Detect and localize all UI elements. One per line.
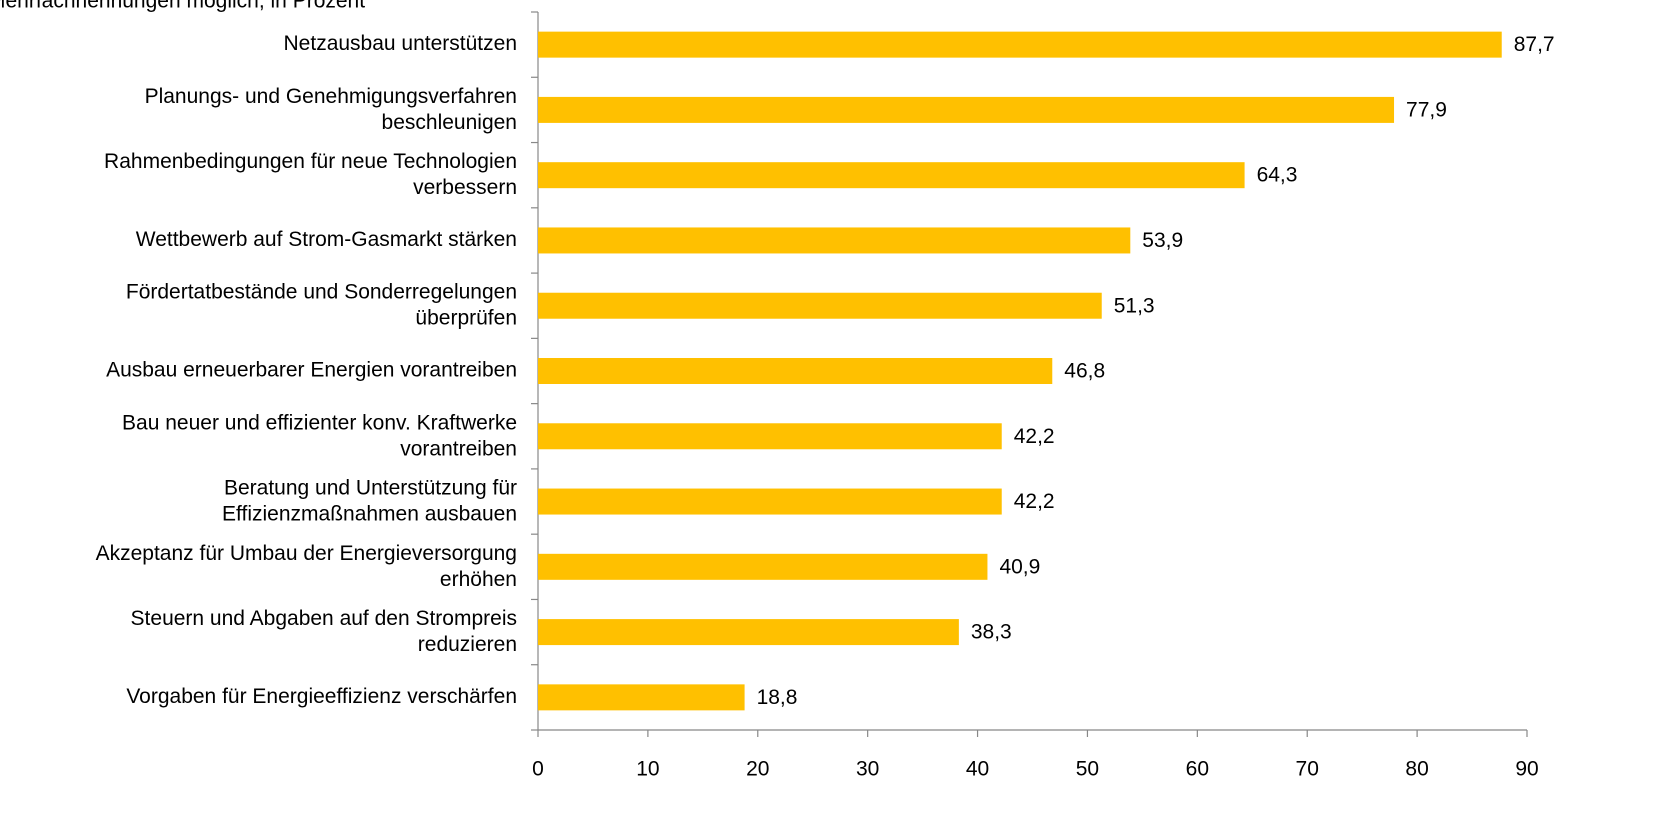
bar xyxy=(538,292,1102,319)
chart-subtitle: Mehrfachnennungen möglich, in Prozent xyxy=(0,0,365,13)
y-tick-label: Vorgaben für Energieeffizienz verschärfe… xyxy=(126,685,517,708)
value-label: 77,9 xyxy=(1406,98,1447,121)
y-tick-label: Fördertatbestände und Sonderregelungen üb… xyxy=(126,280,517,329)
value-label: 38,3 xyxy=(971,621,1012,644)
value-label: 51,3 xyxy=(1114,294,1155,317)
y-tick-label: Ausbau erneuerbarer Energien vorantreibe… xyxy=(106,359,517,382)
x-tick-label: 60 xyxy=(1186,758,1209,781)
bar xyxy=(538,162,1245,189)
value-label: 42,2 xyxy=(1014,425,1055,448)
bar xyxy=(538,423,1002,450)
y-tick-label: Planungs- und Genehmigungsverfahren besch… xyxy=(145,84,517,133)
bar xyxy=(538,684,745,711)
y-tick-label: Beratung und Unterstützung für Effizienzm… xyxy=(222,476,517,525)
bar xyxy=(538,227,1131,254)
bar xyxy=(538,488,1002,515)
x-tick-label: 30 xyxy=(856,758,879,781)
y-tick-label: Wettbewerb auf Strom-Gasmarkt stärken xyxy=(136,228,517,251)
x-tick-label: 20 xyxy=(746,758,769,781)
value-label: 87,7 xyxy=(1514,33,1555,56)
y-tick-label: Akzeptanz für Umbau der Energieversorgun… xyxy=(96,541,517,590)
value-label: 46,8 xyxy=(1064,360,1105,383)
x-tick-label: 90 xyxy=(1515,758,1538,781)
y-tick-label: Netzausbau unterstützen xyxy=(284,32,517,55)
x-tick-label: 10 xyxy=(636,758,659,781)
x-tick-label: 50 xyxy=(1076,758,1099,781)
y-tick-label: Rahmenbedingungen für neue Technologien v… xyxy=(104,150,517,199)
x-tick-label: 70 xyxy=(1296,758,1319,781)
y-tick-label: Bau neuer und effizienter konv. Kraftwer… xyxy=(122,411,517,460)
y-tick-label: Steuern und Abgaben auf den Strompreis re… xyxy=(131,607,517,656)
bar xyxy=(538,619,959,646)
value-label: 42,2 xyxy=(1014,490,1055,513)
value-label: 40,9 xyxy=(999,555,1040,578)
x-tick-label: 40 xyxy=(966,758,989,781)
bar xyxy=(538,31,1502,58)
bar xyxy=(538,96,1395,123)
x-tick-label: 80 xyxy=(1405,758,1428,781)
value-label: 53,9 xyxy=(1142,229,1183,252)
x-tick-label: 0 xyxy=(532,758,544,781)
value-label: 64,3 xyxy=(1257,164,1298,187)
value-label: 18,8 xyxy=(757,686,798,709)
bar xyxy=(538,358,1053,384)
bar xyxy=(538,553,988,580)
